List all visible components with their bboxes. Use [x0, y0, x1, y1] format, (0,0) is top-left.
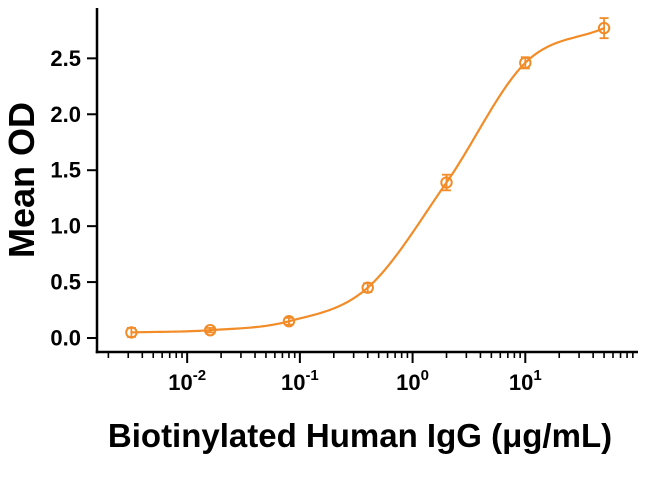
y-tick-label: 2.0: [50, 102, 81, 127]
data-point-marker: [125, 326, 138, 339]
fit-curve: [130, 27, 606, 334]
data-points: [125, 21, 611, 339]
data-point-marker: [361, 281, 374, 294]
x-axis: 10-2 10-1 100 101: [95, 350, 638, 395]
data-point-marker: [519, 56, 532, 70]
x-tick-label: 100: [396, 367, 429, 395]
y-tick-label: 0.0: [50, 326, 81, 351]
x-tick-label: 101: [509, 367, 542, 395]
x-tick-label: 10-2: [168, 367, 206, 395]
y-tick-label: 1.0: [50, 214, 81, 239]
y-tick-label: 2.5: [50, 46, 81, 71]
data-point-marker: [440, 176, 453, 189]
y-tick-label: 1.5: [50, 158, 81, 183]
y-tick-label: 0.5: [50, 270, 81, 295]
data-point-marker: [203, 323, 217, 337]
y-axis: 0.0 0.5 1.0 1.5 2.0 2.5: [50, 8, 99, 354]
data-point-marker: [282, 315, 296, 328]
x-tick-label: 10-1: [281, 367, 319, 395]
data-point-marker: [597, 21, 611, 35]
y-axis-title: Mean OD: [1, 102, 42, 258]
x-axis-title: Biotinylated Human IgG (μg/mL): [108, 417, 612, 454]
